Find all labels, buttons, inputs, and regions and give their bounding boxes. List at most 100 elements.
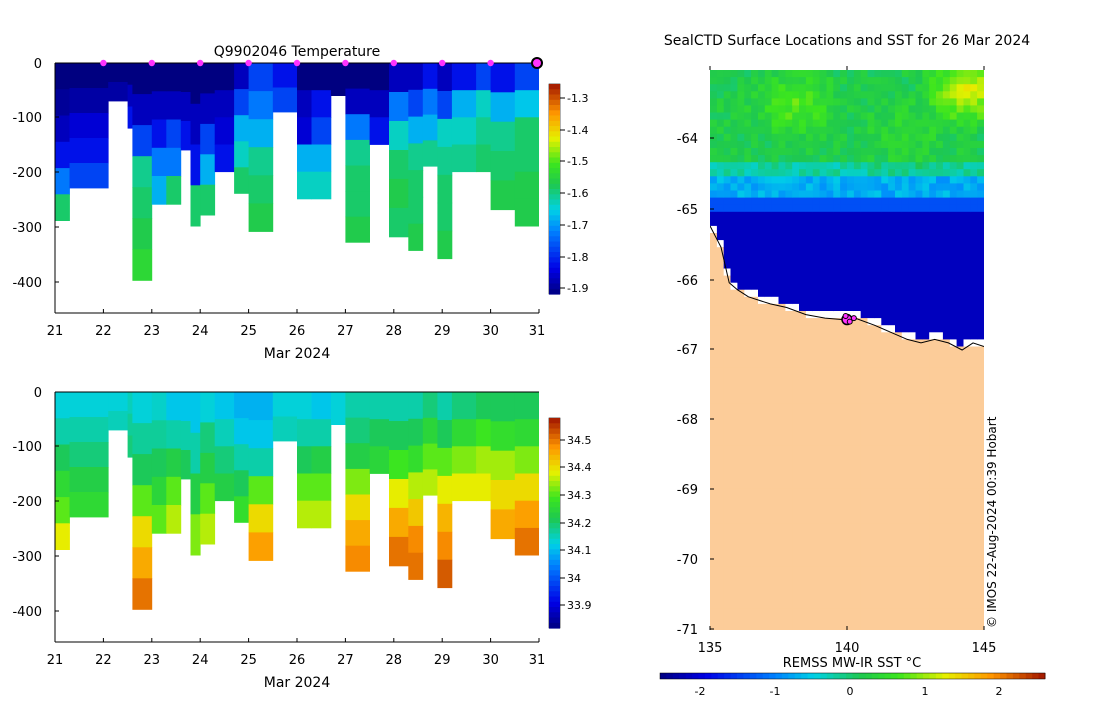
sst-cell bbox=[915, 481, 923, 489]
sst-cell bbox=[847, 311, 855, 319]
sst-cell bbox=[860, 481, 868, 489]
sst-cell bbox=[730, 296, 738, 305]
sst-cell bbox=[867, 70, 875, 78]
sst-cell bbox=[874, 98, 882, 106]
sst-cell bbox=[874, 445, 882, 454]
sst-cell bbox=[710, 587, 718, 595]
sst-cell bbox=[840, 332, 848, 340]
sst-cell bbox=[860, 268, 868, 276]
sst-cell bbox=[847, 155, 855, 163]
sst-cell bbox=[723, 537, 731, 546]
sst-cell bbox=[764, 566, 773, 574]
sst-cell bbox=[970, 424, 978, 432]
sst-cell bbox=[881, 573, 889, 581]
sst-cell bbox=[908, 509, 916, 517]
profile-cell bbox=[234, 392, 249, 419]
sst-cell bbox=[922, 374, 930, 383]
sst-cell bbox=[867, 445, 875, 454]
sst-cell bbox=[963, 537, 971, 546]
sst-cell bbox=[730, 353, 738, 361]
sst-cell bbox=[792, 112, 800, 120]
sst-cell bbox=[805, 311, 814, 319]
sst-cell bbox=[805, 389, 814, 397]
sst-cell bbox=[929, 70, 937, 78]
sst-cell bbox=[922, 77, 930, 85]
sst-cell bbox=[956, 389, 964, 397]
sst-cell bbox=[853, 594, 862, 603]
sst-cell bbox=[956, 353, 964, 361]
colorbar-segment bbox=[549, 157, 560, 164]
sst-cell bbox=[710, 197, 718, 206]
sst-cell bbox=[778, 573, 786, 581]
sst-cell bbox=[751, 530, 759, 539]
sst-cell bbox=[792, 332, 800, 340]
ctd-marker bbox=[850, 315, 857, 322]
sst-cell bbox=[853, 417, 862, 425]
sst-cell bbox=[895, 396, 903, 404]
sst-cell bbox=[977, 296, 984, 305]
sst-cell bbox=[867, 176, 875, 184]
temperature-x-tick-label: 24 bbox=[192, 324, 209, 339]
profile-cell bbox=[389, 479, 409, 509]
profile-cell bbox=[514, 198, 539, 227]
sst-cell bbox=[874, 346, 882, 354]
sst-cell bbox=[949, 112, 958, 120]
sst-cell bbox=[806, 630, 813, 638]
sst-cell bbox=[922, 403, 930, 411]
profile-cell bbox=[200, 392, 216, 423]
sst-cell bbox=[915, 98, 923, 106]
sst-cell bbox=[895, 566, 903, 574]
sst-cell bbox=[942, 77, 951, 85]
sst-cell bbox=[710, 467, 718, 475]
sst-cell bbox=[915, 247, 923, 255]
sst-cell bbox=[888, 431, 896, 439]
sst-cell bbox=[901, 289, 910, 298]
sst-cell bbox=[723, 445, 731, 454]
sst-cell bbox=[895, 495, 903, 503]
profile-cell bbox=[345, 392, 370, 418]
sst-cell bbox=[805, 70, 814, 78]
sst-cell bbox=[771, 481, 779, 489]
sst-cell bbox=[723, 601, 731, 610]
sst-cell bbox=[805, 190, 814, 198]
sst-cell bbox=[785, 580, 793, 588]
sst-cell bbox=[970, 516, 978, 525]
sst-cell bbox=[929, 516, 937, 525]
profile-cell bbox=[132, 485, 153, 517]
sst-cell bbox=[881, 218, 889, 227]
sst-cell bbox=[970, 552, 978, 560]
sst-cell bbox=[977, 438, 984, 447]
sst-cell bbox=[840, 381, 848, 390]
sst-cell bbox=[792, 360, 800, 369]
profile-cell bbox=[190, 432, 201, 474]
sst-cell bbox=[744, 544, 752, 553]
sst-cell bbox=[799, 481, 807, 489]
sst-cell bbox=[922, 573, 930, 581]
sst-cell bbox=[874, 424, 882, 432]
sst-cell bbox=[710, 516, 718, 525]
sst-cell bbox=[949, 566, 958, 574]
sst-cell bbox=[901, 573, 910, 581]
sst-cell bbox=[915, 360, 923, 369]
sst-cell bbox=[949, 438, 958, 447]
sst-cell bbox=[744, 509, 752, 517]
sst-cell bbox=[771, 360, 779, 369]
sst-cell bbox=[737, 225, 745, 234]
sst-cell bbox=[758, 190, 766, 198]
sst-cell bbox=[860, 105, 868, 113]
sst-cell bbox=[840, 445, 848, 454]
sst-cell bbox=[792, 311, 800, 319]
profile-cell bbox=[345, 443, 370, 470]
sst-cell bbox=[805, 467, 814, 475]
sst-cell bbox=[764, 523, 773, 532]
sst-cell bbox=[888, 630, 895, 638]
sst-cell bbox=[819, 176, 827, 184]
profile-cell bbox=[451, 473, 477, 502]
sst-cell bbox=[956, 573, 964, 581]
sst-cell bbox=[970, 523, 978, 532]
sst-cell bbox=[895, 552, 903, 560]
sst-cell bbox=[771, 339, 779, 347]
profile-cell bbox=[422, 140, 438, 167]
sst-cell bbox=[799, 225, 807, 234]
sst-cell bbox=[764, 367, 773, 376]
